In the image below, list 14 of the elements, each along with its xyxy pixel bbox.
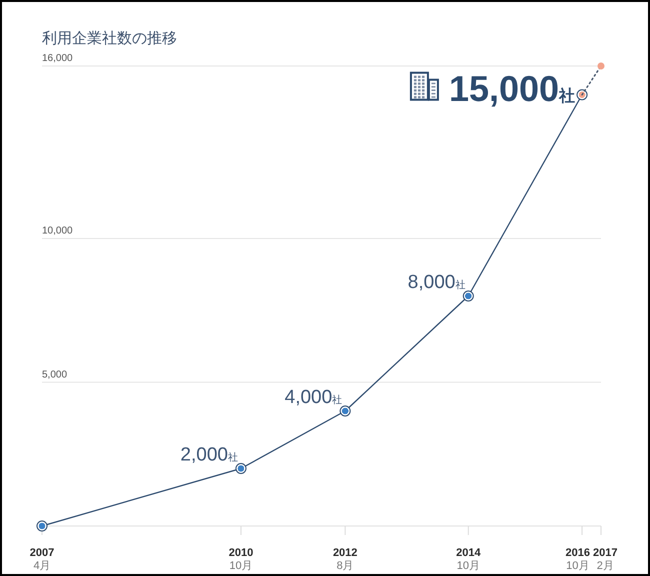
x-tick-label: 2010 10月 xyxy=(228,547,254,572)
x-tick-label: 2017 2月 xyxy=(593,547,618,572)
x-tick-label: 2014 10月 xyxy=(456,547,482,572)
x-tick-label: 2012 8月 xyxy=(332,547,358,572)
data-label: 4,000社 xyxy=(284,387,342,408)
x-tick-label: 2007 4月 xyxy=(30,547,54,572)
x-tick-label: 2016 10月 xyxy=(566,547,590,572)
data-label: 8,000社 xyxy=(408,272,466,293)
y-tick-label: 5,000 xyxy=(42,369,68,380)
data-label: 2,000社 xyxy=(180,444,238,466)
y-tick-label: 16,000 xyxy=(42,53,74,64)
data-label: 15,000社 xyxy=(448,68,576,109)
y-tick-label: 10,000 xyxy=(42,226,74,236)
chart-title: 利用企業社数の推移 xyxy=(42,30,177,47)
